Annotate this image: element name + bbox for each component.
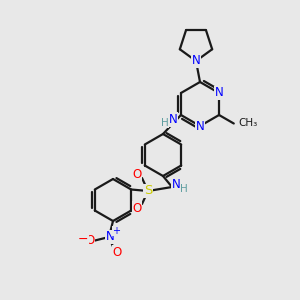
Text: N: N [196,119,204,133]
Text: H: H [161,118,169,128]
Text: N: N [215,86,224,100]
Text: N: N [106,230,114,244]
Text: N: N [169,113,177,126]
Text: CH₃: CH₃ [239,118,258,128]
Text: H: H [180,184,188,194]
Text: S: S [144,184,152,197]
Text: +: + [112,226,120,236]
Text: −: − [78,232,88,245]
Text: O: O [85,235,94,248]
Text: O: O [112,245,122,259]
Text: N: N [192,55,200,68]
Text: O: O [132,167,142,181]
Text: O: O [132,202,142,214]
Text: N: N [172,178,180,191]
